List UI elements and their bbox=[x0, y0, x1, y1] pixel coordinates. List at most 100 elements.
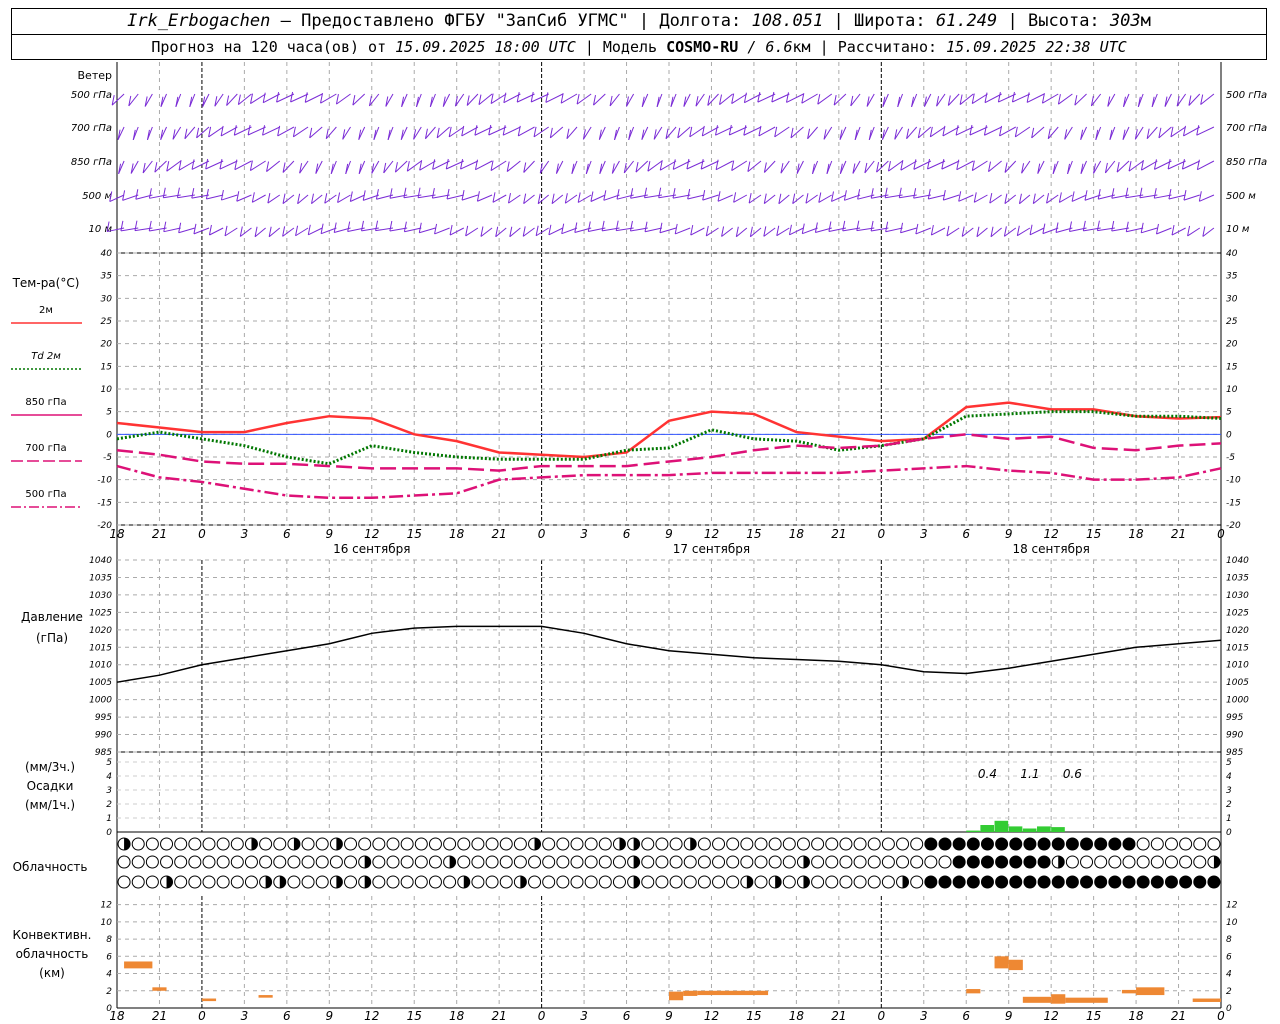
conv-cloud-bar bbox=[1121, 989, 1137, 994]
wind-barb bbox=[611, 160, 620, 174]
wind-barb bbox=[266, 160, 281, 172]
wind-barb bbox=[385, 96, 389, 107]
wind-barb bbox=[342, 126, 351, 140]
wind-barb bbox=[206, 194, 224, 200]
cloud-cover-symbol bbox=[443, 837, 457, 851]
wind-barb bbox=[419, 227, 436, 234]
wind-barb bbox=[984, 93, 1002, 104]
wind-barb bbox=[1080, 126, 1087, 140]
wind-barb bbox=[644, 221, 648, 232]
wind-barb bbox=[234, 160, 252, 171]
x-tick-label: 3 bbox=[580, 1009, 588, 1023]
wind-barb bbox=[1187, 227, 1201, 237]
wind-barb bbox=[915, 223, 919, 235]
wind-barb bbox=[690, 227, 705, 236]
cloud-cover-symbol bbox=[803, 856, 810, 868]
temp-legend-label: 850 гПа bbox=[25, 397, 66, 408]
x-tick-label: 12 bbox=[1044, 1009, 1059, 1023]
wind-barb bbox=[128, 95, 132, 107]
cloud-cover-symbol bbox=[174, 875, 188, 889]
wind-barb bbox=[474, 125, 478, 136]
chart-header: Irk_Erbogachen – Предоставлено ФГБУ "Зап… bbox=[11, 8, 1267, 60]
cloud-cover-symbol bbox=[428, 855, 442, 869]
cloud-cover-symbol bbox=[259, 837, 273, 851]
wind-barb bbox=[400, 129, 404, 140]
cloud-cover-symbol bbox=[924, 875, 938, 889]
altitude-value: 303 bbox=[1109, 11, 1141, 31]
cloud-cover-symbol bbox=[1150, 855, 1164, 869]
wind-barb bbox=[247, 126, 266, 136]
wind-barb bbox=[480, 226, 484, 237]
x-tick-label: 18 bbox=[109, 1009, 125, 1023]
wind-barb bbox=[1122, 129, 1126, 140]
cloud-cover-symbol bbox=[1058, 856, 1065, 868]
wind-barb bbox=[267, 193, 271, 204]
cloud-cover-symbol bbox=[131, 875, 145, 889]
wind-barb bbox=[731, 93, 748, 104]
temp-tick-label: 10 bbox=[101, 385, 113, 395]
wind-barb bbox=[786, 92, 789, 103]
x-tick-label: 9 bbox=[325, 527, 333, 541]
wind-barb bbox=[731, 93, 735, 104]
wind-barb bbox=[503, 93, 521, 104]
wind-barb bbox=[375, 220, 379, 231]
wind-barb bbox=[387, 129, 391, 140]
wind-barb bbox=[383, 160, 394, 174]
cloud-cover-symbol bbox=[428, 837, 442, 851]
cloud-cover-symbol bbox=[471, 837, 485, 851]
wind-barb bbox=[898, 187, 902, 198]
wind-barb bbox=[262, 92, 266, 103]
wind-barb bbox=[826, 163, 830, 174]
wind-barb bbox=[369, 93, 380, 107]
wind-barb bbox=[337, 194, 351, 203]
wind-barb bbox=[1107, 96, 1111, 107]
cloud-cover-symbol bbox=[1108, 875, 1122, 889]
wind-barb bbox=[358, 126, 366, 140]
cloud-cover-symbol bbox=[259, 855, 273, 869]
cloud-cover-symbol bbox=[641, 875, 655, 889]
wind-barb bbox=[209, 227, 224, 236]
wind-barb bbox=[403, 221, 407, 232]
wind-barb bbox=[172, 126, 182, 140]
wind-barb bbox=[1183, 126, 1201, 137]
latitude-value: 61.249 bbox=[935, 11, 998, 31]
wind-barb bbox=[1004, 162, 1008, 173]
wind-level-label: 500 гПа bbox=[1226, 90, 1267, 101]
cloud-cover-symbol bbox=[1080, 875, 1094, 889]
wind-barb bbox=[551, 193, 555, 204]
wind-barb bbox=[695, 93, 705, 107]
wind-barb bbox=[202, 96, 206, 107]
wind-barb bbox=[947, 93, 960, 106]
cloud-cover-symbol bbox=[344, 855, 358, 869]
wind-barb bbox=[160, 96, 164, 107]
wind-barb bbox=[1064, 129, 1068, 140]
wind-barb bbox=[555, 160, 564, 174]
wind-barb bbox=[876, 160, 889, 173]
wind-barb bbox=[406, 161, 410, 172]
wind-barb bbox=[796, 163, 800, 174]
cloud-cover-symbol bbox=[690, 838, 697, 850]
cloud-cover-symbol bbox=[570, 875, 584, 889]
cloud-cover-symbol bbox=[145, 875, 159, 889]
wind-barb bbox=[282, 226, 286, 237]
cloud-cover-symbol bbox=[902, 876, 909, 888]
conv-cloud-bar bbox=[697, 990, 769, 996]
calc-label: Рассчитано: bbox=[837, 38, 938, 56]
precip-title: Осадки bbox=[27, 779, 74, 793]
wind-barb bbox=[236, 191, 240, 202]
wind-barb bbox=[371, 163, 375, 174]
wind-barb bbox=[1046, 193, 1050, 204]
wind-barb bbox=[959, 93, 974, 105]
conv-cloud-bar bbox=[258, 995, 273, 998]
wind-barb bbox=[842, 220, 846, 231]
wind-barb bbox=[566, 128, 570, 139]
cloud-cover-symbol bbox=[782, 875, 796, 889]
wind-barb bbox=[593, 95, 596, 106]
wind-barb bbox=[109, 191, 113, 202]
wind-barb bbox=[780, 163, 784, 174]
wind-barb bbox=[1188, 93, 1201, 106]
wind-barb bbox=[350, 194, 365, 202]
x-tick-label: 0 bbox=[538, 1009, 546, 1023]
wind-barb bbox=[134, 220, 138, 231]
